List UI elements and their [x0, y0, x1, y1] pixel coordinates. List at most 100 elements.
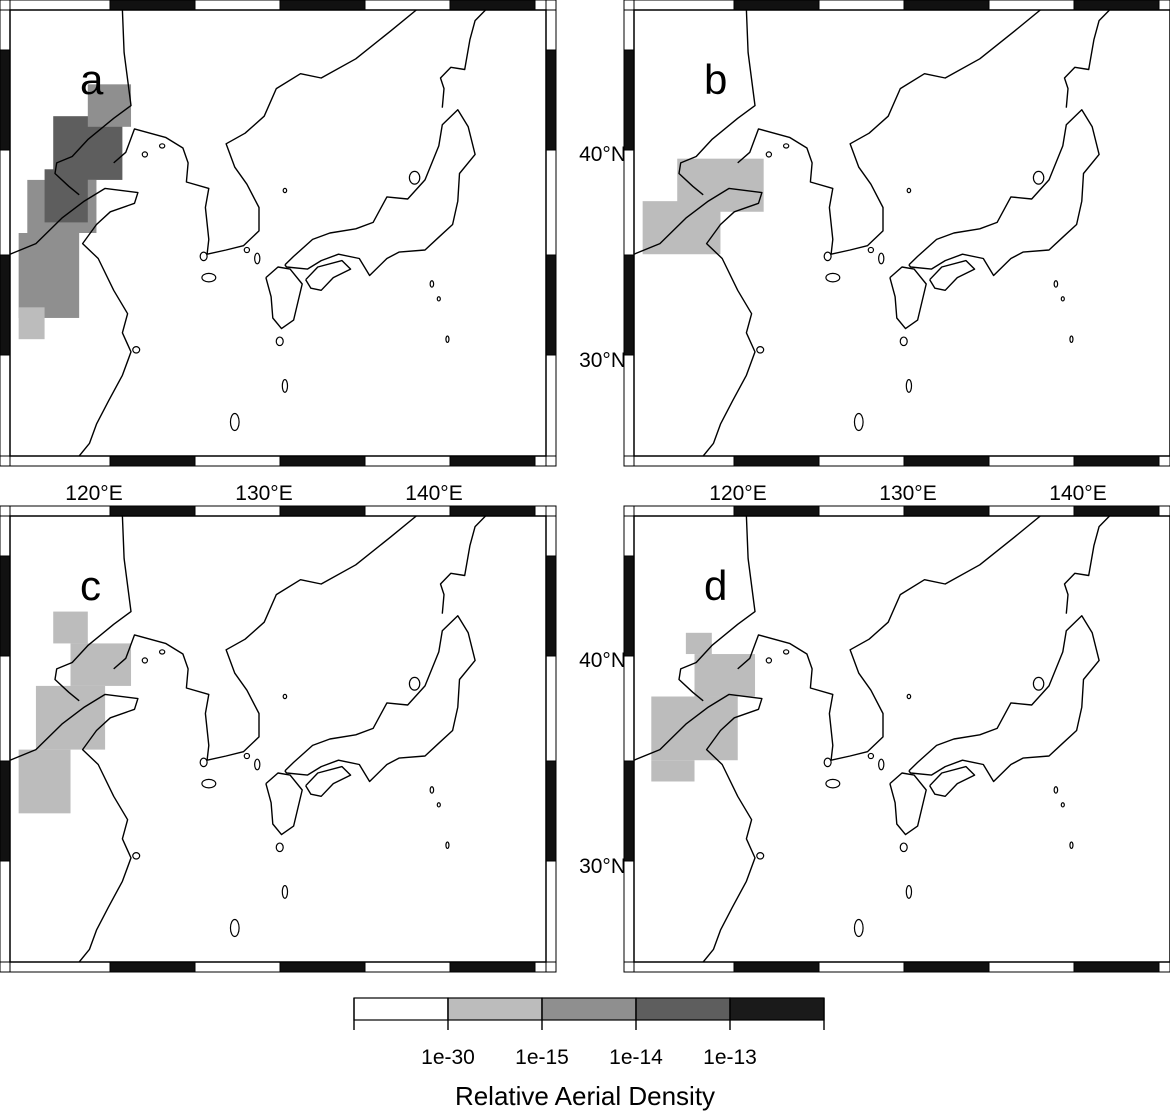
panel-label-b: b — [704, 56, 727, 103]
island-12 — [158, 649, 166, 655]
island-1 — [878, 252, 885, 265]
island-12 — [782, 649, 790, 655]
island-12 — [158, 143, 166, 149]
legend-title: Relative Aerial Density — [455, 1081, 715, 1111]
island-11 — [445, 335, 450, 343]
density-cell-d-0 — [685, 632, 712, 655]
map-background — [634, 10, 1170, 456]
map-area-a — [10, 10, 546, 472]
coastline-1 — [678, 10, 756, 196]
map-area-d — [634, 516, 1170, 978]
coastline-2 — [113, 516, 417, 761]
island-9 — [1053, 280, 1059, 288]
coastline-0 — [634, 693, 763, 962]
coastline-3 — [908, 615, 1100, 783]
island-3 — [1032, 676, 1045, 691]
panel-label-d: d — [704, 562, 727, 609]
lon-tick-label-120-top-left: 120°E — [65, 482, 122, 505]
island-10 — [1060, 802, 1065, 808]
coastline-2 — [737, 516, 1041, 761]
coastline-6 — [439, 10, 486, 108]
island-1 — [254, 252, 261, 265]
coastline-4 — [265, 772, 303, 836]
coastline-1 — [54, 10, 132, 196]
lon-tick-label-140-top-right: 140°E — [1049, 482, 1106, 505]
coastline-6 — [439, 516, 486, 614]
island-6 — [905, 378, 913, 393]
legend-colorbar — [353, 997, 825, 1030]
island-7 — [229, 412, 240, 432]
island-0 — [201, 778, 217, 789]
island-10 — [436, 296, 441, 302]
island-8 — [164, 466, 174, 472]
map-frame-d — [623, 505, 1170, 973]
coastline-5 — [929, 259, 976, 291]
coastline-1 — [678, 516, 756, 702]
lat-tick-label-30-top: 30°N — [579, 349, 626, 372]
axis-labels: 120°E 130°E 140°E 120°E 130°E 140°E 40°N… — [65, 143, 1106, 878]
lat-tick-label-40-top: 40°N — [579, 143, 626, 166]
island-6 — [905, 884, 913, 899]
lat-tick-label-40-bottom: 40°N — [579, 649, 626, 672]
density-cell-b-1 — [677, 158, 764, 212]
map-panels: a b c d — [0, 0, 1170, 978]
island-5 — [275, 336, 284, 347]
legend-swatch-3 — [541, 997, 637, 1021]
island-8 — [788, 466, 798, 472]
panel-label-c: c — [80, 562, 101, 609]
density-cell-c-0 — [53, 611, 88, 644]
coastline-0 — [634, 187, 763, 456]
island-0 — [825, 272, 841, 283]
island-2 — [243, 246, 251, 254]
island-4 — [282, 693, 288, 700]
density-cell-d-2 — [651, 696, 738, 761]
island-5 — [899, 336, 908, 347]
lon-tick-label-140-top-left: 140°E — [405, 482, 462, 505]
legend-swatch-1 — [353, 997, 449, 1021]
island-4 — [906, 693, 912, 700]
island-15 — [199, 757, 208, 768]
coastline-0 — [10, 187, 139, 456]
island-15 — [199, 251, 208, 262]
coastline-3 — [284, 109, 476, 277]
island-9 — [429, 786, 435, 794]
island-13 — [756, 852, 765, 860]
island-7 — [853, 412, 864, 432]
island-1 — [254, 758, 261, 771]
island-6 — [281, 378, 289, 393]
legend-swatch-4 — [635, 997, 731, 1021]
map-frame-a — [0, 0, 557, 467]
island-9 — [429, 280, 435, 288]
coastline-5 — [305, 259, 352, 291]
map-area-b — [634, 10, 1170, 472]
map-panel-a: a — [0, 0, 557, 472]
island-8 — [788, 972, 798, 978]
density-cell-a-5 — [18, 307, 45, 340]
density-cell-a-0 — [18, 233, 80, 318]
island-11 — [1069, 841, 1074, 849]
coastline-0 — [10, 693, 139, 962]
island-3 — [408, 170, 421, 185]
coastline-4 — [889, 772, 927, 836]
map-frame-b — [623, 0, 1170, 467]
legend-swatch-5 — [729, 997, 825, 1021]
coastline-2 — [113, 10, 417, 255]
coastline-4 — [265, 266, 303, 330]
island-11 — [445, 841, 450, 849]
island-4 — [906, 187, 912, 194]
island-2 — [243, 752, 251, 760]
lon-tick-label-120-top-right: 120°E — [709, 482, 766, 505]
island-10 — [1060, 296, 1065, 302]
legend-swatch-2 — [447, 997, 543, 1021]
coastline-5 — [929, 765, 976, 797]
coastline-5 — [305, 765, 352, 797]
island-14 — [765, 151, 773, 158]
legend: 1e-30 1e-15 1e-14 1e-13 Relative Aerial … — [353, 997, 825, 1111]
island-4 — [282, 187, 288, 194]
density-cell-c-3 — [18, 749, 71, 814]
island-15 — [823, 251, 832, 262]
coastline-4 — [889, 266, 927, 330]
island-12 — [782, 143, 790, 149]
density-cell-d-3 — [651, 760, 695, 782]
